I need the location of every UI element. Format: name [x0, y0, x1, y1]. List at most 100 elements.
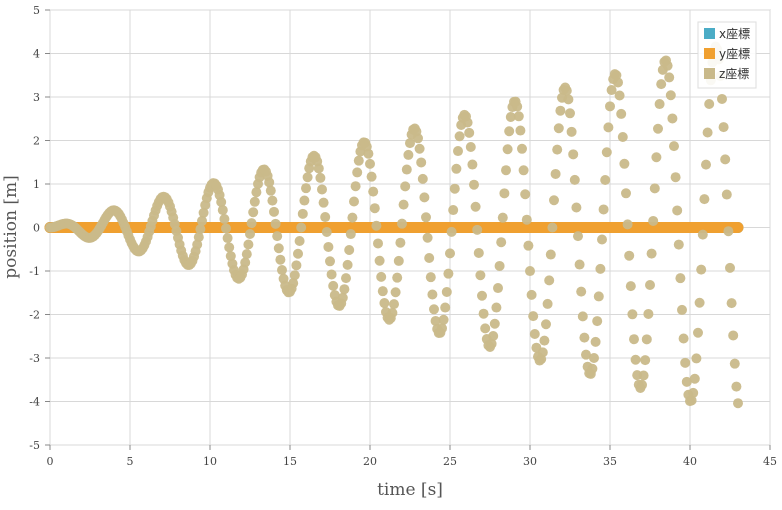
data-point-z — [269, 206, 279, 217]
data-point-z — [718, 122, 729, 133]
data-point-z — [673, 239, 684, 250]
data-point-z — [321, 227, 332, 238]
data-point-z — [424, 252, 435, 263]
data-point-z — [595, 263, 606, 274]
data-point-z — [445, 248, 455, 259]
data-point-z — [475, 270, 486, 281]
data-point-z — [344, 244, 355, 255]
data-point-z — [241, 249, 252, 260]
data-point-z — [288, 278, 299, 289]
data-point-z — [701, 159, 711, 170]
data-point-z — [419, 192, 430, 203]
data-point-z — [313, 163, 324, 174]
data-point-z — [224, 242, 235, 253]
data-point-z — [318, 197, 329, 208]
data-point-z — [542, 298, 553, 309]
data-point-z — [521, 214, 532, 225]
data-point-z — [697, 229, 708, 240]
data-point-z — [246, 218, 257, 229]
data-point-z — [523, 240, 534, 251]
x-tick-label: 35 — [603, 455, 617, 468]
data-point-z — [497, 212, 508, 223]
data-point-z — [592, 316, 603, 327]
data-point-z — [429, 304, 439, 315]
data-point-z — [545, 249, 556, 260]
data-point-z — [437, 323, 447, 334]
data-point-z — [440, 302, 451, 313]
data-point-z — [726, 298, 737, 309]
data-point-z — [494, 260, 505, 271]
data-point-z — [430, 315, 441, 326]
data-point-z — [192, 239, 203, 250]
data-point-z — [669, 141, 679, 152]
data-point-z — [320, 212, 331, 223]
data-point-z — [337, 292, 348, 303]
data-point-z — [395, 237, 406, 248]
legend[interactable]: x座標 y座標 z座標 — [697, 21, 757, 89]
data-point-z — [477, 290, 487, 301]
data-point-z — [197, 215, 207, 226]
data-point-z — [598, 204, 609, 215]
data-point-z — [353, 155, 364, 166]
data-point-z — [491, 302, 502, 313]
data-point-z — [517, 143, 527, 154]
data-point-z — [677, 304, 687, 315]
data-point-z — [664, 72, 675, 83]
data-point-z — [579, 332, 590, 343]
x-axis: 0 5 10 15 20 25 30 35 40 45 — [47, 445, 777, 468]
data-point-z — [547, 222, 558, 233]
x-tick-label: 15 — [283, 455, 297, 468]
data-point-z — [605, 101, 615, 112]
data-point-z — [520, 189, 531, 200]
data-point-z — [389, 299, 399, 310]
data-point-z — [267, 195, 278, 206]
data-point-z — [277, 265, 287, 276]
data-point-z — [441, 286, 452, 297]
data-point-z — [294, 235, 305, 246]
data-point-z — [688, 387, 699, 398]
data-point-z — [376, 271, 387, 282]
data-point-z — [405, 138, 415, 149]
data-point-z — [453, 146, 463, 157]
data-point-z — [613, 77, 623, 88]
x-tick-label: 25 — [443, 455, 457, 468]
data-point-z — [352, 167, 363, 178]
y-tick-label: -4 — [29, 396, 40, 409]
data-point-z — [544, 275, 555, 286]
data-point-z — [413, 133, 423, 144]
data-point-z — [637, 379, 647, 390]
data-point-z — [421, 212, 431, 223]
data-point-z — [561, 85, 572, 96]
data-point-z — [686, 395, 697, 406]
data-point-z — [339, 284, 350, 295]
y-axis-title: position [m] — [1, 175, 21, 279]
data-point-z — [552, 144, 563, 155]
legend-label-y: y座標 — [719, 46, 750, 61]
data-point-z — [403, 149, 414, 160]
data-point-z — [590, 336, 601, 347]
data-point-z — [397, 218, 407, 229]
data-point-z — [446, 226, 457, 237]
data-point-z — [502, 144, 513, 155]
data-point-z — [717, 93, 727, 104]
data-point-z — [629, 334, 639, 345]
data-point-z — [328, 280, 339, 291]
data-point-z — [443, 268, 454, 279]
data-point-z — [493, 283, 503, 294]
data-point-z — [297, 208, 308, 219]
series-layer — [44, 41, 744, 409]
data-point-z — [725, 262, 735, 273]
data-point-z — [589, 352, 599, 363]
data-point-z — [275, 254, 286, 265]
data-point-z — [427, 289, 438, 300]
data-point-z — [518, 165, 529, 176]
data-point-z — [704, 98, 715, 109]
legend-label-x: x座標 — [719, 26, 750, 41]
data-point-z — [606, 85, 617, 96]
data-point-z — [379, 298, 390, 309]
y-tick-label: -5 — [29, 439, 40, 452]
data-point-z — [251, 187, 262, 198]
data-point-z — [601, 147, 612, 158]
data-point-z — [731, 381, 742, 392]
